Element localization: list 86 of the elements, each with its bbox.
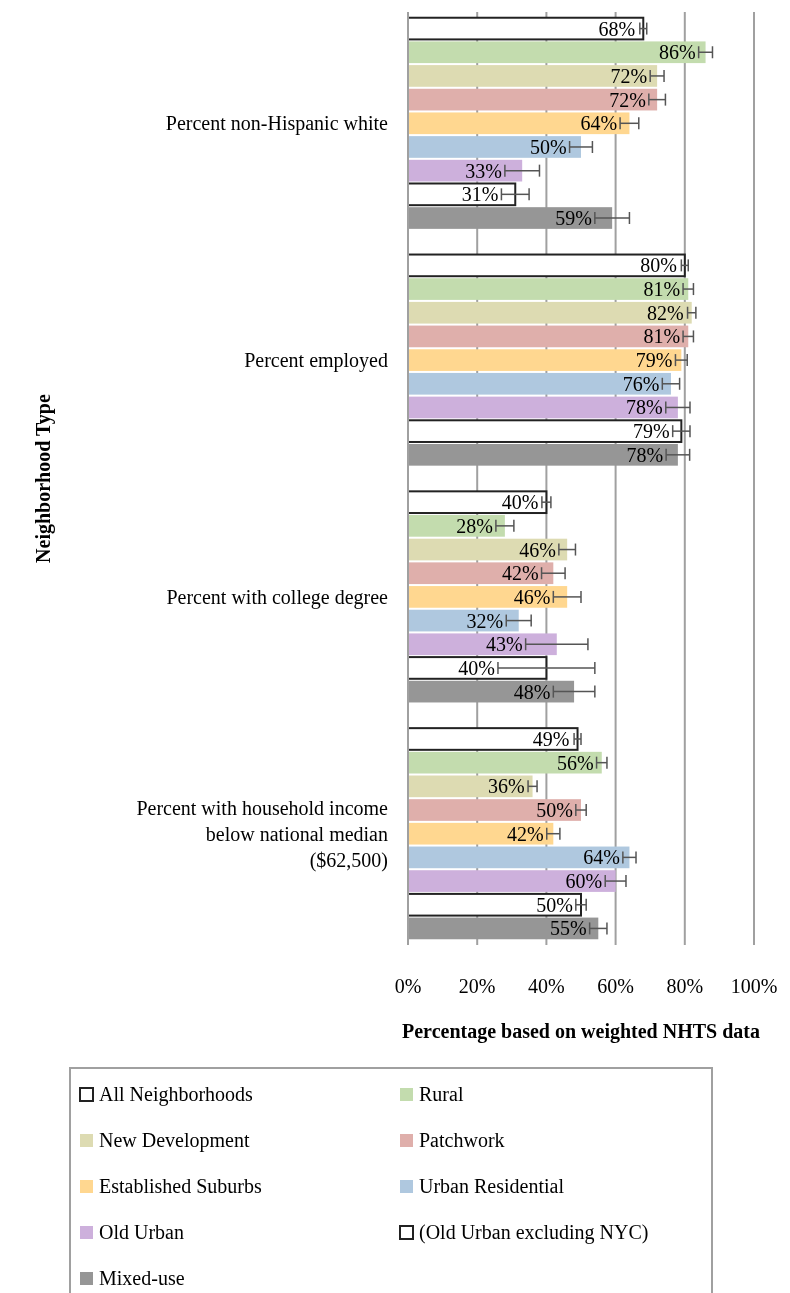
y-axis-title: Neighborhood Type bbox=[32, 394, 55, 563]
bar bbox=[407, 656, 548, 680]
x-tick-label: 40% bbox=[528, 975, 565, 997]
data-label: 48% bbox=[513, 680, 551, 703]
bar bbox=[408, 870, 616, 892]
data-label: 72% bbox=[609, 88, 646, 111]
data-label: 64% bbox=[583, 846, 620, 869]
bar bbox=[407, 253, 686, 278]
data-label: 82% bbox=[647, 301, 684, 324]
legend-label: Rural bbox=[419, 1083, 464, 1105]
data-label: 64% bbox=[580, 112, 618, 135]
legend-label: Old Urban bbox=[99, 1221, 184, 1243]
data-label: 31% bbox=[461, 183, 499, 206]
data-label: 86% bbox=[658, 41, 696, 64]
bar bbox=[408, 136, 581, 158]
legend-label: Urban Residential bbox=[419, 1175, 565, 1197]
bar bbox=[408, 633, 557, 656]
data-label: 80% bbox=[640, 254, 677, 277]
legend-label: Patchwork bbox=[419, 1129, 505, 1151]
data-label: 46% bbox=[513, 585, 551, 608]
x-tick-label: 0% bbox=[394, 975, 422, 997]
bar bbox=[408, 515, 505, 537]
x-tick-label: 60% bbox=[597, 975, 634, 997]
data-label: 60% bbox=[565, 870, 603, 893]
legend-label: (Old Urban excluding NYC) bbox=[419, 1221, 649, 1244]
data-label: 50% bbox=[529, 135, 567, 158]
x-axis-title: Percentage based on weighted NHTS data bbox=[402, 1020, 760, 1043]
bar bbox=[408, 396, 678, 419]
bar bbox=[408, 65, 658, 87]
data-label: 40% bbox=[458, 656, 495, 679]
data-label: 55% bbox=[549, 917, 587, 940]
legend-label: New Development bbox=[99, 1129, 250, 1152]
bar bbox=[408, 112, 630, 135]
data-label: 79% bbox=[633, 420, 670, 443]
data-label: 78% bbox=[626, 396, 663, 419]
bar bbox=[408, 538, 568, 561]
data-label: 50% bbox=[536, 893, 573, 916]
data-label: 42% bbox=[507, 822, 544, 845]
data-label: 40% bbox=[501, 491, 539, 514]
data-label: 36% bbox=[487, 775, 525, 798]
data-label: 46% bbox=[519, 538, 556, 561]
data-label: 59% bbox=[555, 207, 592, 230]
bar bbox=[408, 372, 671, 395]
data-label: 56% bbox=[556, 751, 594, 774]
bar bbox=[407, 892, 582, 917]
legend-label: All Neighborhoods bbox=[99, 1083, 254, 1106]
bar bbox=[408, 562, 554, 585]
bar bbox=[408, 846, 630, 869]
bar bbox=[408, 41, 706, 64]
data-label: 49% bbox=[532, 727, 570, 750]
data-label: 76% bbox=[622, 372, 660, 395]
bar bbox=[408, 325, 689, 348]
bar bbox=[407, 727, 579, 751]
bar bbox=[407, 16, 645, 41]
bar bbox=[407, 490, 548, 515]
x-tick-label: 20% bbox=[458, 975, 496, 997]
y-tick-label: Percent with household income below national median ($62,500) bbox=[136, 796, 389, 872]
bar bbox=[408, 278, 689, 300]
bar bbox=[408, 751, 602, 774]
y-tick-label: Percent with college degree bbox=[166, 585, 389, 609]
data-label: 42% bbox=[501, 562, 539, 585]
bar bbox=[407, 182, 517, 207]
data-label: 43% bbox=[485, 633, 523, 656]
data-label: 79% bbox=[635, 349, 673, 372]
bar bbox=[408, 349, 682, 371]
y-tick-label: Percent non-Hispanic white bbox=[165, 112, 389, 136]
data-label: 50% bbox=[536, 799, 573, 822]
data-label: 32% bbox=[466, 609, 504, 632]
y-tick-label: Percent employed bbox=[244, 349, 388, 373]
data-label: 78% bbox=[626, 443, 664, 466]
bar bbox=[407, 419, 683, 443]
data-label: 68% bbox=[598, 17, 636, 40]
data-label: 28% bbox=[456, 514, 493, 537]
data-label: 81% bbox=[643, 325, 681, 348]
data-label: 33% bbox=[465, 159, 502, 182]
bar bbox=[408, 586, 568, 608]
data-label: 72% bbox=[610, 64, 648, 87]
bar bbox=[408, 799, 581, 821]
bar bbox=[408, 301, 692, 324]
legend-label: Mixed-use bbox=[99, 1267, 185, 1289]
data-label: 81% bbox=[643, 278, 681, 301]
bar bbox=[408, 88, 658, 111]
bar bbox=[408, 822, 554, 845]
x-tick-label: 80% bbox=[666, 975, 704, 997]
x-tick-label: 100% bbox=[730, 975, 778, 997]
legend-label: Established Suburbs bbox=[99, 1175, 262, 1197]
